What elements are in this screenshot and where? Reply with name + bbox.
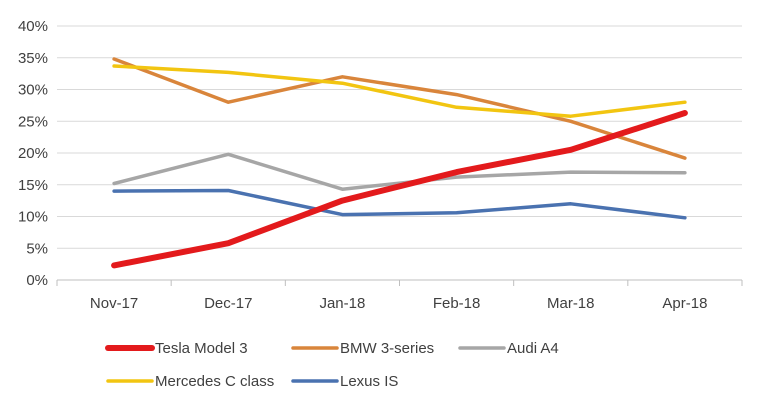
legend-item-lexus-is: Lexus IS	[291, 373, 398, 390]
y-tick-label: 20%	[18, 145, 48, 162]
x-tick-label: Mar-18	[547, 295, 595, 312]
y-tick-label: 40%	[18, 18, 48, 35]
x-tick-label: Apr-18	[662, 295, 707, 312]
legend-label: Mercedes C class	[155, 373, 274, 390]
series-line-audi-a4	[112, 152, 687, 191]
y-tick-label: 25%	[18, 113, 48, 130]
legend-label: BMW 3-series	[340, 340, 434, 357]
series-line-mercedes-c-class	[112, 64, 687, 118]
series-line-bmw-3-series	[112, 57, 687, 160]
series-line-tesla-model-3	[111, 110, 688, 269]
legend-item-bmw-3-series: BMW 3-series	[291, 340, 434, 357]
legend-item-tesla-model-3: Tesla Model 3	[105, 340, 248, 357]
x-tick-label: Jan-18	[319, 295, 365, 312]
legend-label: Tesla Model 3	[155, 340, 248, 357]
x-axis-ticks: Nov-17 Dec-17 Jan-18 Feb-18 Mar-18 Apr-18	[90, 295, 708, 312]
legend-label: Lexus IS	[340, 373, 398, 390]
legend: Tesla Model 3 BMW 3-series Audi A4 Mercedes…	[105, 340, 559, 390]
y-tick-label: 15%	[18, 177, 48, 194]
x-tick-label: Dec-17	[204, 295, 252, 312]
gridlines	[56, 25, 743, 286]
legend-item-audi-a4: Audi A4	[458, 340, 559, 357]
series-lines	[111, 57, 688, 269]
legend-item-mercedes-c-class: Mercedes C class	[106, 373, 274, 390]
y-tick-label: 10%	[18, 209, 48, 226]
y-tick-label: 30%	[18, 82, 48, 99]
legend-label: Audi A4	[507, 340, 559, 357]
y-tick-label: 5%	[26, 240, 48, 257]
y-axis-ticks: 0% 5% 10% 15% 20% 25% 30% 35% 40%	[18, 18, 48, 289]
x-tick-label: Nov-17	[90, 295, 138, 312]
x-tick-label: Feb-18	[433, 295, 481, 312]
y-tick-label: 0%	[26, 272, 48, 289]
series-line-lexus-is	[112, 188, 687, 220]
y-tick-label: 35%	[18, 50, 48, 67]
